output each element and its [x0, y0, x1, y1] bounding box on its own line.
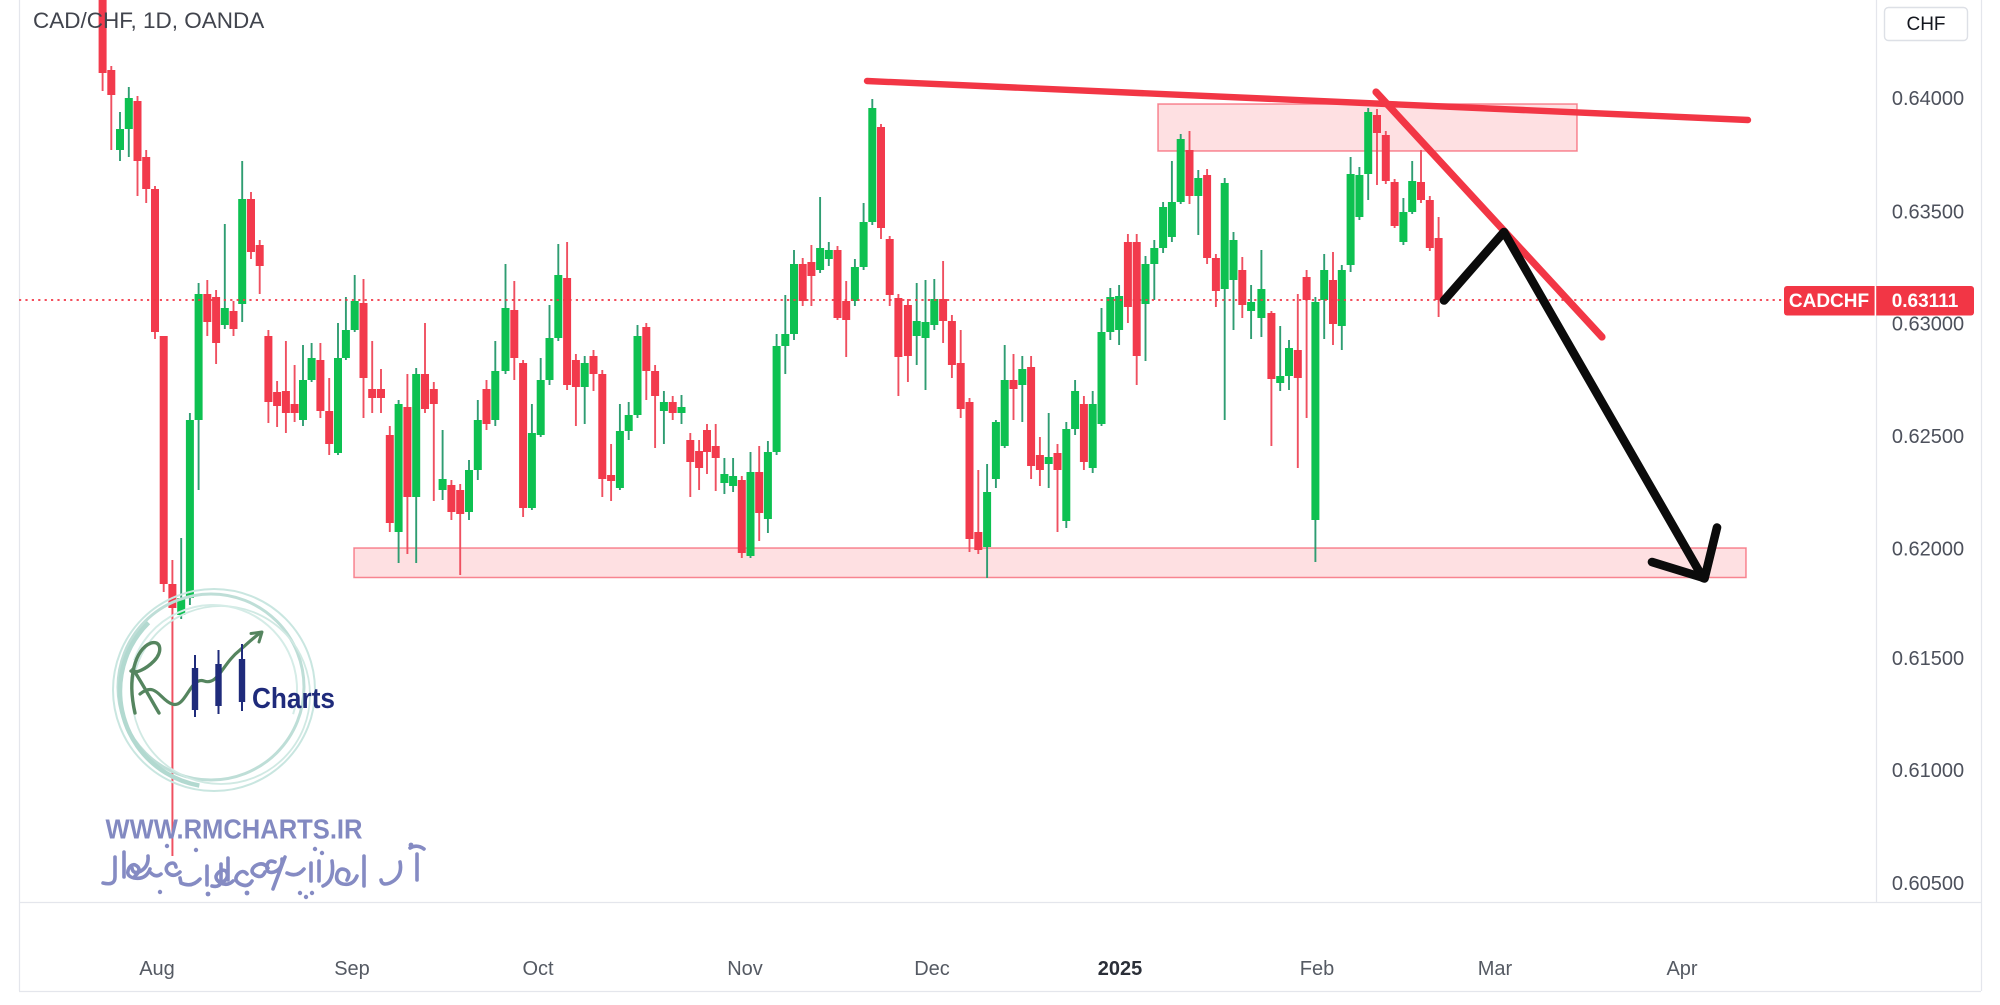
- svg-text:CHF: CHF: [1906, 14, 1945, 35]
- svg-text:Apr: Apr: [1666, 958, 1697, 980]
- svg-text:Sep: Sep: [334, 958, 370, 980]
- svg-text:CADCHF: CADCHF: [1789, 291, 1869, 312]
- svg-text:0.62500: 0.62500: [1892, 426, 1964, 448]
- svg-text:0.64000: 0.64000: [1892, 88, 1964, 110]
- svg-text:Feb: Feb: [1300, 958, 1334, 980]
- svg-text:0.60500: 0.60500: [1892, 873, 1964, 895]
- svg-text:Dec: Dec: [914, 958, 950, 980]
- svg-text:2025: 2025: [1098, 958, 1143, 980]
- svg-text:0.61000: 0.61000: [1892, 760, 1964, 782]
- svg-text:0.63000: 0.63000: [1892, 314, 1964, 336]
- svg-text:Charts: Charts: [252, 683, 335, 715]
- svg-text:Aug: Aug: [139, 958, 175, 980]
- svg-text:Nov: Nov: [727, 958, 763, 980]
- svg-text:WWW.RMCHARTS.IR: WWW.RMCHARTS.IR: [106, 814, 363, 845]
- svg-text:0.61500: 0.61500: [1892, 648, 1964, 670]
- svg-text:Oct: Oct: [522, 958, 554, 980]
- svg-text:0.63500: 0.63500: [1892, 202, 1964, 224]
- svg-text:0.63111: 0.63111: [1892, 291, 1959, 312]
- svg-text:0.62000: 0.62000: [1892, 539, 1964, 561]
- svg-text:Mar: Mar: [1478, 958, 1513, 980]
- svg-text:CAD/CHF, 1D, OANDA: CAD/CHF, 1D, OANDA: [33, 8, 264, 33]
